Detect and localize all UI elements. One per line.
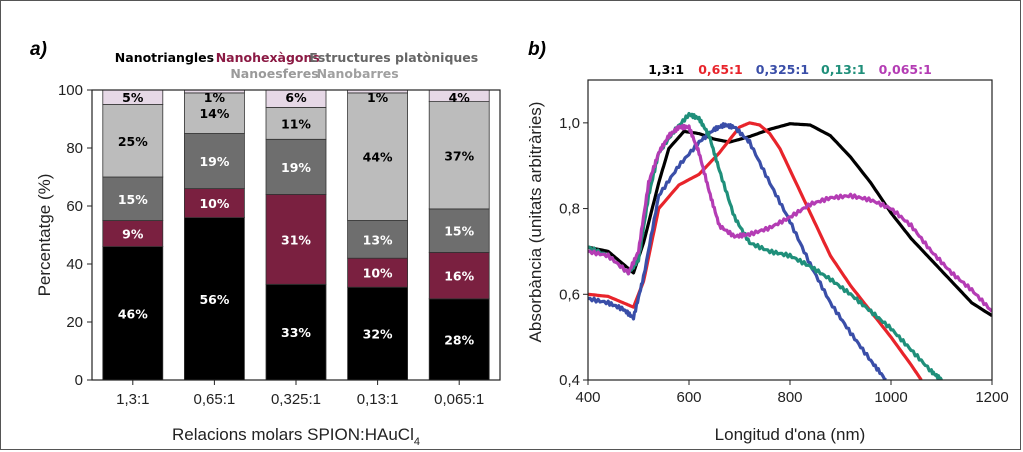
x-tick-label: 1200 xyxy=(975,389,1008,406)
bar-segment-label: 19% xyxy=(281,160,311,175)
bar-segment xyxy=(428,101,490,210)
x-tick-label: 0,065:1 xyxy=(434,391,484,408)
legend-entry: 1,3:1 xyxy=(648,62,684,77)
x-tick-label: 1,3:1 xyxy=(116,391,149,408)
x-tick-label: 0,65:1 xyxy=(194,391,236,408)
bar-segment xyxy=(183,133,245,189)
bar-segment-label: 44% xyxy=(363,150,393,165)
bar-segment-label: 16% xyxy=(444,269,474,284)
panel-b-lines xyxy=(588,111,992,380)
legend-entry: 0,13:1 xyxy=(821,62,866,77)
spectrum-line xyxy=(588,122,887,380)
bar-segment xyxy=(102,220,164,248)
bar-segment-label: 1% xyxy=(204,90,226,105)
spectrum-line xyxy=(588,111,943,380)
bar-segment-label: 28% xyxy=(444,332,474,347)
bar-segment xyxy=(347,257,409,288)
bar-segment-label: 31% xyxy=(281,232,311,247)
y-tick-label: 0,4 xyxy=(559,372,580,389)
x-tick-label: 1000 xyxy=(874,389,907,406)
bar-segment-label: 9% xyxy=(122,227,144,242)
panel-a-x-axis-title-subscript: 4 xyxy=(414,436,420,448)
bar-segment-label: 56% xyxy=(199,292,229,307)
panel-a-label: a) xyxy=(30,39,47,60)
legend-entry: Nanoesferes xyxy=(230,66,318,81)
bar-segment xyxy=(347,220,409,259)
bar-segment-label: 15% xyxy=(444,224,474,239)
bar-segment xyxy=(102,104,164,178)
panel-a-x-axis-title: Relacions molars SPION:HAuCl4 xyxy=(172,425,420,448)
x-tick-label: 800 xyxy=(777,389,802,406)
bar-segment xyxy=(428,208,490,253)
bar-segment xyxy=(265,193,327,285)
bar-segment-label: 19% xyxy=(199,154,229,169)
panel-a-axes: 1,3:1 0,65:1 0,325:1 0,13:1 0,065:1 0 20 40 60 80… xyxy=(58,82,484,408)
y-tick-label: 0,8 xyxy=(559,201,580,218)
y-tick-label: 80 xyxy=(66,140,83,157)
bar-segment-label: 14% xyxy=(199,106,229,121)
bar-segment-label: 32% xyxy=(363,327,393,342)
bar-segment xyxy=(183,217,245,381)
panel-b-x-axis-title: Longitud d'ona (nm) xyxy=(715,425,866,444)
panel-a-bars: 46%9%15%25%5%56%10%19%14%1%33%31%19%11%6… xyxy=(102,89,490,381)
panel-b-chart: b) 1,3:1 0,65:1 0,325:1 0,13:1 0,065:1 400 60… xyxy=(526,39,1009,444)
bar-segment-label: 33% xyxy=(281,325,311,340)
y-tick-label: 100 xyxy=(58,82,83,99)
y-tick-label: 1,0 xyxy=(559,115,580,132)
bar-segment-label: 11% xyxy=(281,116,311,131)
panel-b-axes: 400 600 800 1000 1200 0,4 0,6 0,8 1,0 xyxy=(559,115,1009,406)
legend-entry: 0,325:1 xyxy=(756,62,809,77)
bar-segment-label: 10% xyxy=(199,196,229,211)
panel-a-y-axis-title: Percentatge (%) xyxy=(35,174,54,297)
bar-segment xyxy=(347,92,409,221)
bar-segment xyxy=(347,286,409,381)
bar-segment xyxy=(265,138,327,195)
legend-entry: Estructures platòniques xyxy=(309,50,478,65)
panel-b-y-axis-title: Absorbància (unitats arbitràries) xyxy=(526,102,545,343)
bar-segment-label: 6% xyxy=(285,90,307,105)
x-tick-label: 400 xyxy=(575,389,600,406)
panel-b-legend: 1,3:1 0,65:1 0,325:1 0,13:1 0,065:1 xyxy=(648,62,932,77)
bar-segment-label: 25% xyxy=(118,134,148,149)
legend-entry: 0,65:1 xyxy=(698,62,743,77)
bar-segment xyxy=(428,251,490,300)
bar-segment xyxy=(183,188,245,219)
x-tick-label: 600 xyxy=(676,389,701,406)
y-tick-label: 0,6 xyxy=(559,286,580,303)
bar-segment-label: 46% xyxy=(118,306,148,321)
bar-segment xyxy=(183,92,245,134)
bar-segment xyxy=(428,298,490,381)
legend-entry: Nanobarres xyxy=(317,66,399,81)
spectrum-line xyxy=(588,123,992,313)
y-tick-label: 20 xyxy=(66,314,83,331)
bar-segment-label: 4% xyxy=(449,90,471,105)
y-tick-label: 40 xyxy=(66,256,83,273)
y-tick-label: 60 xyxy=(66,198,83,215)
x-tick-label: 0,325:1 xyxy=(271,391,321,408)
y-tick-label: 0 xyxy=(75,372,83,389)
panel-a-x-axis-title-main: Relacions molars SPION:HAuCl xyxy=(172,425,414,444)
bar-segment-label: 5% xyxy=(122,90,144,105)
panel-a-chart: a) Nanotriangles NanohexàgonsEstructures … xyxy=(30,39,501,448)
bar-segment-label: 37% xyxy=(444,148,474,163)
bar-segment-label: 1% xyxy=(367,90,389,105)
panel-b-label: b) xyxy=(528,39,546,60)
bar-segment-label: 15% xyxy=(118,192,148,207)
x-tick-label: 0,13:1 xyxy=(357,391,399,408)
legend-entry: Nanotriangles xyxy=(115,50,214,65)
bar-segment-label: 10% xyxy=(363,266,393,281)
bar-segment-label: 13% xyxy=(363,232,393,247)
legend-entry: 0,065:1 xyxy=(879,62,932,77)
legend-entry: Nanohexàgons xyxy=(216,50,320,65)
